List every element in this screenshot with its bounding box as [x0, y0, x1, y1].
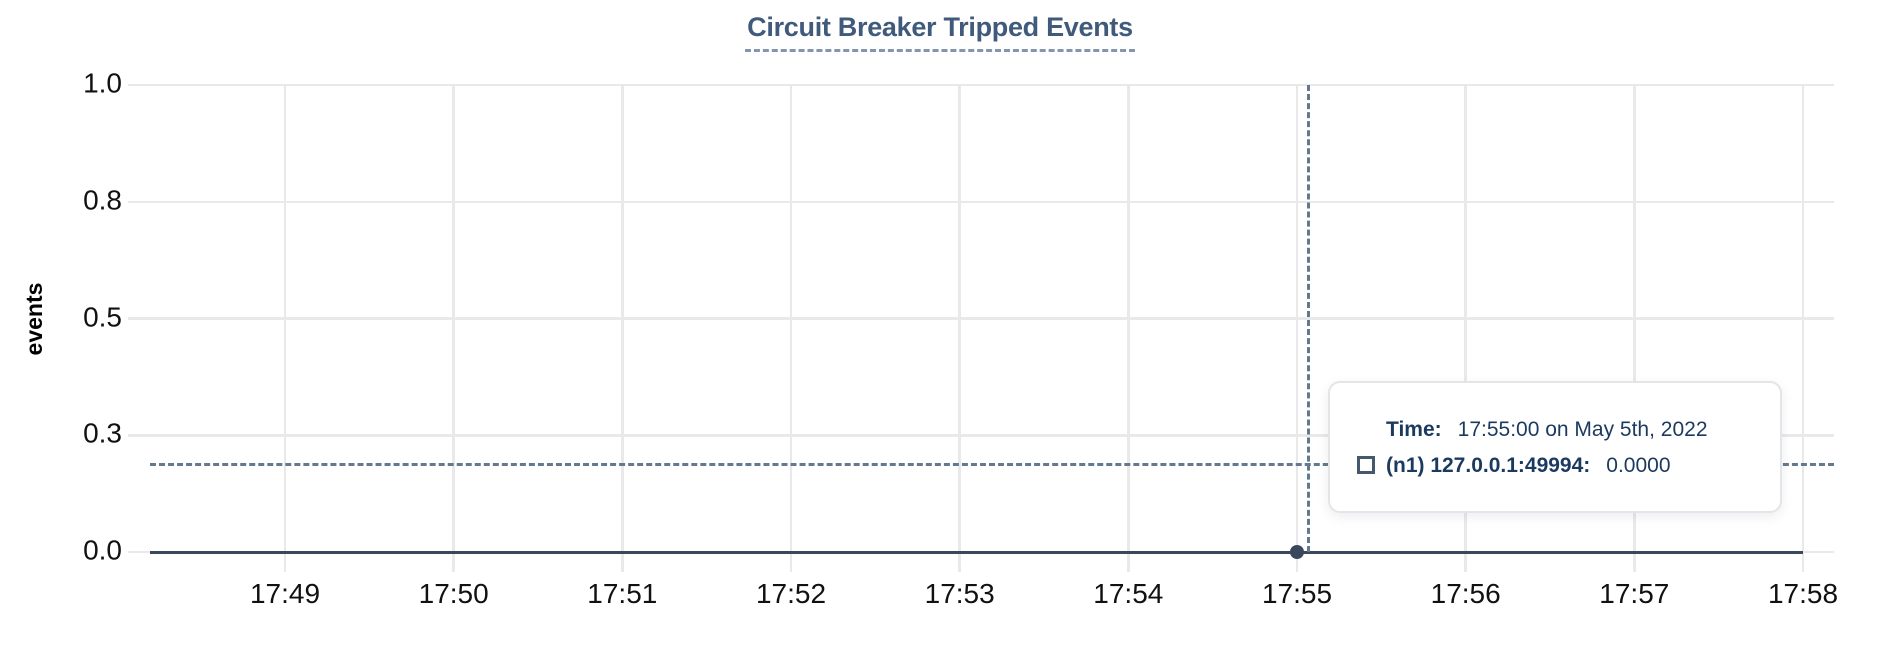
- gridline-vertical: [1464, 85, 1467, 572]
- crosshair-vertical: [1307, 85, 1310, 552]
- y-tick-label: 0.5: [83, 301, 122, 333]
- gridline-vertical: [1127, 85, 1130, 572]
- gridline-vertical: [283, 85, 287, 572]
- x-tick-label: 17:53: [924, 578, 995, 609]
- y-tick-label: 0.0: [83, 534, 122, 566]
- x-tick-label: 17:51: [587, 578, 658, 609]
- y-tick-label: 0.3: [83, 417, 122, 449]
- x-tick-label: 17:52: [755, 578, 827, 609]
- x-tick-label: 17:58: [1767, 578, 1839, 609]
- tooltip: Time: 17:55:00 on May 5th, 2022 (n1) 127…: [1328, 381, 1782, 513]
- chart-title: Circuit Breaker Tripped Events: [745, 12, 1135, 52]
- series-point[interactable]: [1290, 545, 1304, 559]
- x-tick-label: 17:55: [1261, 578, 1333, 609]
- x-tick-label: 17:56: [1430, 578, 1501, 609]
- gridline-horizontal: [128, 317, 1834, 320]
- gridline-vertical: [789, 85, 793, 572]
- y-tick-label: 0.8: [83, 184, 122, 216]
- series-swatch-icon: [1357, 456, 1375, 474]
- tooltip-series-value: 0.0000: [1606, 453, 1671, 477]
- tooltip-time-value: 17:55:00 on May 5th, 2022: [1457, 417, 1708, 441]
- gridline-horizontal: [128, 200, 1834, 203]
- x-tick-label: 17:49: [249, 578, 321, 609]
- gridline-vertical: [1295, 85, 1299, 572]
- tooltip-series-row: (n1) 127.0.0.1:49994: 0.0000: [1357, 455, 1780, 476]
- tooltip-time-row: Time: 17:55:00 on May 5th, 2022: [1357, 419, 1780, 440]
- gridline-vertical: [452, 85, 455, 572]
- gridline-vertical: [1633, 85, 1636, 572]
- x-tick-label: 17:50: [418, 578, 489, 609]
- gridline-vertical: [1801, 85, 1805, 572]
- series-line: [150, 550, 1803, 554]
- crosshair-horizontal: [150, 463, 1834, 467]
- gridline-vertical: [958, 85, 961, 572]
- gridline-horizontal: [128, 83, 1834, 87]
- gridline-vertical: [621, 85, 624, 572]
- y-tick-label: 1.0: [83, 67, 122, 99]
- gridline-horizontal: [128, 434, 1834, 437]
- tooltip-series-label: (n1) 127.0.0.1:49994:: [1386, 453, 1591, 477]
- chart-title-wrap: Circuit Breaker Tripped Events: [0, 12, 1880, 52]
- x-tick-label: 17:57: [1599, 578, 1670, 609]
- tooltip-time-label: Time:: [1386, 417, 1442, 441]
- x-tick-label: 17:54: [1093, 578, 1164, 609]
